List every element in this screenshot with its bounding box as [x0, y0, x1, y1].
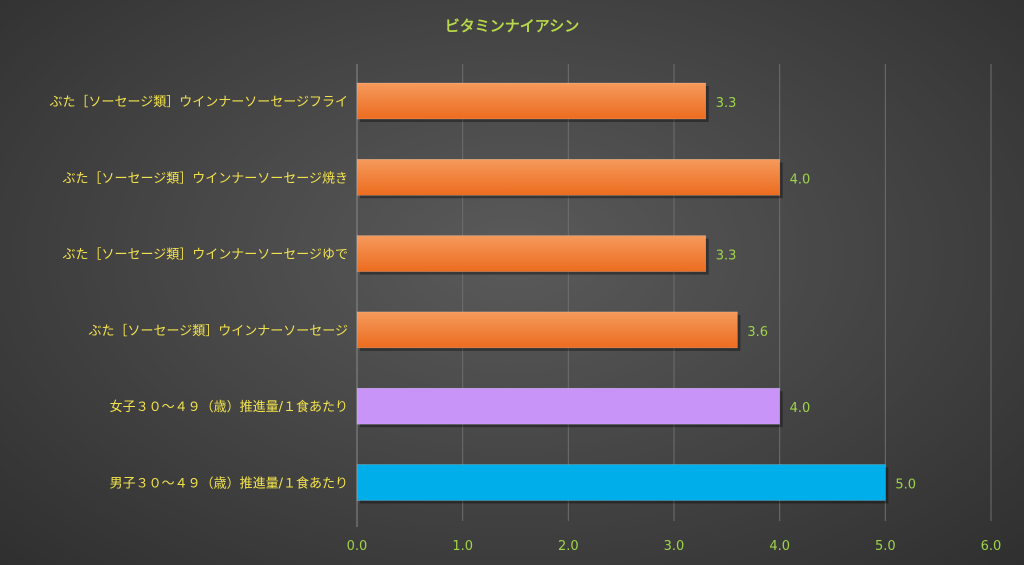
x-tick-label-2: 2.0: [558, 539, 579, 554]
category-label-1: ぶた［ソーセージ類］ウインナーソーセージフライ: [50, 95, 348, 110]
x-tick-label-5: 5.0: [875, 539, 896, 554]
x-tick-label-3: 3.0: [664, 539, 685, 554]
data-label-1: 3.3: [716, 96, 737, 111]
category-label-2: ぶた［ソーセージ類］ウインナーソーセージ焼き: [63, 171, 348, 186]
data-label-6: 5.0: [895, 478, 916, 493]
bar-4: [356, 311, 738, 349]
category-label-5: 女子３０～４９（歳）推進量/１食あたり: [110, 399, 348, 415]
bar-2: [356, 159, 780, 196]
data-label-5: 4.0: [790, 401, 811, 416]
x-tick-label-6: 6.0: [981, 539, 1002, 554]
bar-6: [356, 464, 886, 501]
data-labels: 3.3 4.0 3.3 3.6 4.0 5.0: [716, 96, 916, 493]
category-label-6: 男子３０～４９（歳）推進量/１食あたり: [110, 476, 348, 492]
data-label-2: 4.0: [790, 172, 811, 187]
x-axis-ticks: 0.0 1.0 2.0 3.0 4.0 5.0 6.0: [347, 539, 1002, 554]
x-tick-label-4: 4.0: [769, 539, 790, 554]
category-label-4: ぶた［ソーセージ類］ウインナーソーセージ: [89, 324, 348, 339]
bar-5: [356, 387, 780, 425]
category-label-3: ぶた［ソーセージ類］ウインナーソーセージゆで: [63, 248, 348, 263]
x-tick-label-0: 0.0: [347, 539, 368, 554]
data-label-4: 3.6: [747, 325, 768, 340]
bars: [356, 82, 889, 504]
bar-1: [356, 82, 706, 120]
category-labels: ぶた［ソーセージ類］ウインナーソーセージフライぶた［ソーセージ類］ウインナーソー…: [50, 95, 348, 492]
grid-lines: [356, 64, 992, 527]
chart-title: ビタミンナイアシン: [445, 17, 579, 35]
x-tick-label-1: 1.0: [452, 539, 473, 554]
data-label-3: 3.3: [716, 249, 737, 264]
bar-3: [356, 235, 706, 272]
